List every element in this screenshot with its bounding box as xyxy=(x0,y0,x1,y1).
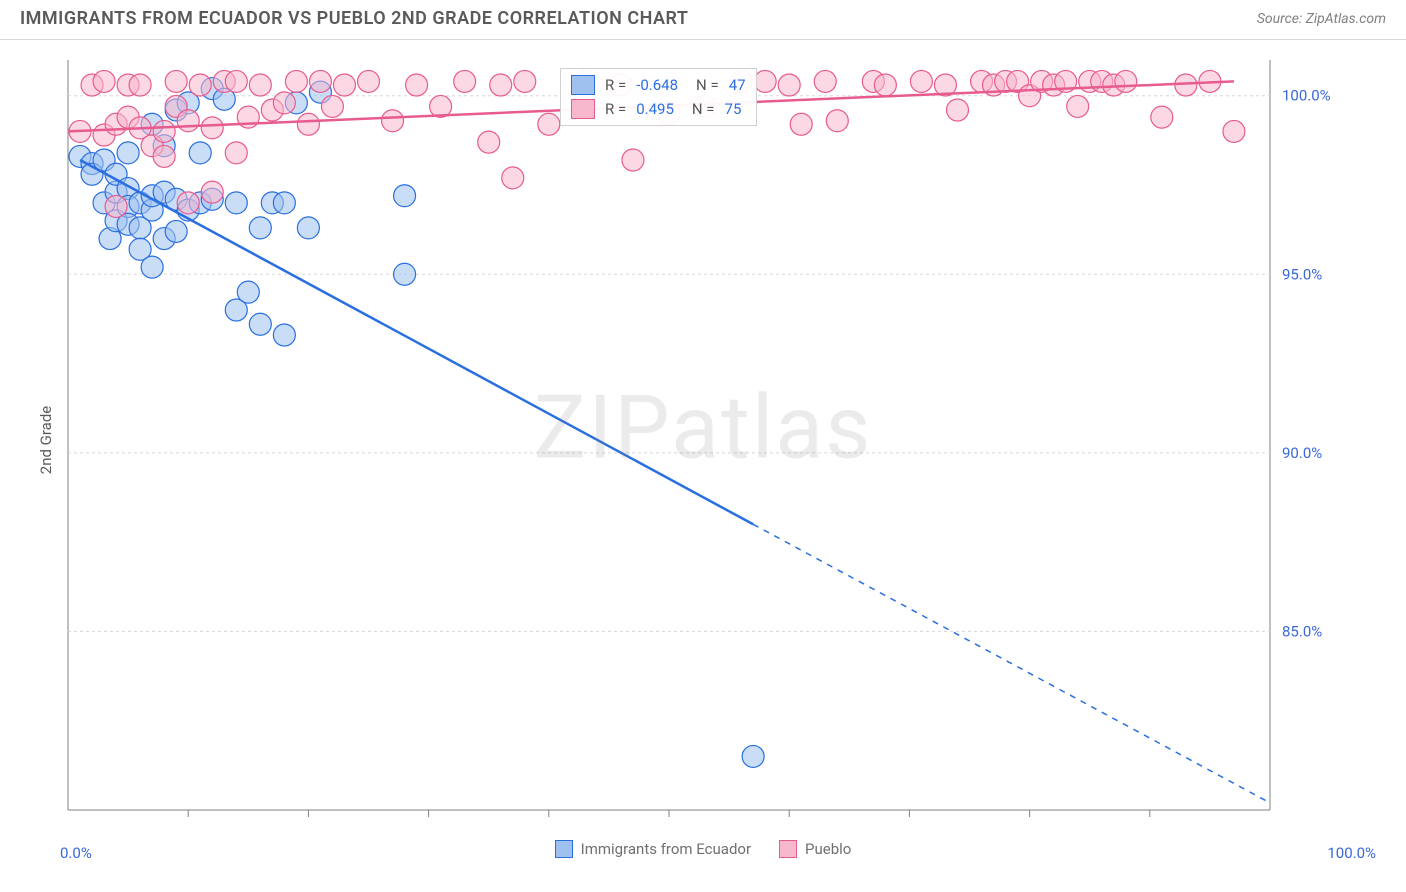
data-point xyxy=(790,113,812,135)
chart-container: 2nd Grade 85.0% 90.0% 95.0% 100.0% xyxy=(0,40,1406,840)
data-point xyxy=(910,70,932,92)
data-point xyxy=(225,142,247,164)
data-point xyxy=(93,70,115,92)
r-value: -0.648 xyxy=(636,76,678,94)
data-point xyxy=(814,70,836,92)
data-point xyxy=(273,324,295,346)
data-point xyxy=(141,256,163,278)
y-tick-label: 100.0% xyxy=(1282,87,1331,105)
legend-label: Pueblo xyxy=(805,840,851,858)
data-point xyxy=(394,263,416,285)
y-tick-label: 85.0% xyxy=(1282,622,1322,640)
data-point xyxy=(117,142,139,164)
data-point xyxy=(1151,106,1173,128)
data-point xyxy=(454,70,476,92)
data-point xyxy=(237,281,259,303)
legend-swatch-icon xyxy=(571,99,595,119)
r-label: R = xyxy=(605,76,626,94)
data-point xyxy=(321,95,343,117)
source-name: ZipAtlas.com xyxy=(1306,11,1386,27)
data-point xyxy=(622,149,644,171)
data-point xyxy=(225,70,247,92)
data-point xyxy=(742,745,764,767)
data-point xyxy=(249,313,271,335)
data-point xyxy=(1115,70,1137,92)
data-point xyxy=(201,181,223,203)
data-point xyxy=(874,74,896,96)
y-tick-label: 90.0% xyxy=(1282,444,1322,462)
stats-legend-box: R = -0.648 N = 47 R = 0.495 N = 75 xyxy=(560,68,757,126)
data-point xyxy=(285,70,307,92)
y-axis-label: 2nd Grade xyxy=(37,406,55,474)
data-point xyxy=(189,142,211,164)
stat-legend-row: R = 0.495 N = 75 xyxy=(571,97,746,121)
data-point xyxy=(538,113,560,135)
data-point xyxy=(382,110,404,132)
legend-swatch-icon xyxy=(779,840,797,858)
data-point xyxy=(189,74,211,96)
r-label: R = xyxy=(605,100,626,118)
data-point xyxy=(406,74,428,96)
data-point xyxy=(490,74,512,96)
trend-line-extrapolated xyxy=(753,524,1270,803)
data-point xyxy=(249,74,271,96)
legend-swatch-icon xyxy=(571,75,595,95)
data-point xyxy=(358,70,380,92)
n-label: N = xyxy=(692,100,715,118)
x-min-label: 0.0% xyxy=(60,844,92,862)
data-point xyxy=(1067,95,1089,117)
r-value: 0.495 xyxy=(636,100,674,118)
n-value: 75 xyxy=(725,100,742,118)
data-point xyxy=(225,192,247,214)
stat-legend-row: R = -0.648 N = 47 xyxy=(571,73,746,97)
legend-label: Immigrants from Ecuador xyxy=(581,840,751,858)
source-label: Source: xyxy=(1257,11,1302,27)
data-point xyxy=(177,192,199,214)
chart-header: IMMIGRANTS FROM ECUADOR VS PUEBLO 2ND GR… xyxy=(0,0,1406,40)
trend-line xyxy=(80,160,753,524)
data-point xyxy=(153,145,175,167)
data-point xyxy=(778,74,800,96)
n-value: 47 xyxy=(729,76,746,94)
data-point xyxy=(273,92,295,114)
data-point xyxy=(153,120,175,142)
y-tick-label: 95.0% xyxy=(1282,265,1322,283)
data-point xyxy=(297,217,319,239)
data-point xyxy=(249,217,271,239)
data-point xyxy=(129,74,151,96)
legend-item: Pueblo xyxy=(779,840,851,858)
data-point xyxy=(502,167,524,189)
data-point xyxy=(478,131,500,153)
data-point xyxy=(826,110,848,132)
data-point xyxy=(177,110,199,132)
data-point xyxy=(1223,120,1245,142)
x-max-label: 100.0% xyxy=(1327,844,1376,862)
legend-swatch-icon xyxy=(555,840,573,858)
data-point xyxy=(394,185,416,207)
data-point xyxy=(514,70,536,92)
data-point xyxy=(309,70,331,92)
series-legend: Immigrants from Ecuador Pueblo xyxy=(0,840,1406,862)
data-point xyxy=(201,117,223,139)
data-point xyxy=(105,195,127,217)
chart-title: IMMIGRANTS FROM ECUADOR VS PUEBLO 2ND GR… xyxy=(20,8,688,29)
source-attribution: Source: ZipAtlas.com xyxy=(1257,11,1386,27)
data-point xyxy=(946,99,968,121)
n-label: N = xyxy=(696,76,719,94)
data-point xyxy=(297,113,319,135)
correlation-scatter-chart: 85.0% 90.0% 95.0% 100.0% xyxy=(60,50,1350,840)
data-point xyxy=(333,74,355,96)
data-point xyxy=(273,192,295,214)
data-point xyxy=(754,70,776,92)
legend-item: Immigrants from Ecuador xyxy=(555,840,751,858)
data-point xyxy=(165,70,187,92)
data-point xyxy=(165,220,187,242)
